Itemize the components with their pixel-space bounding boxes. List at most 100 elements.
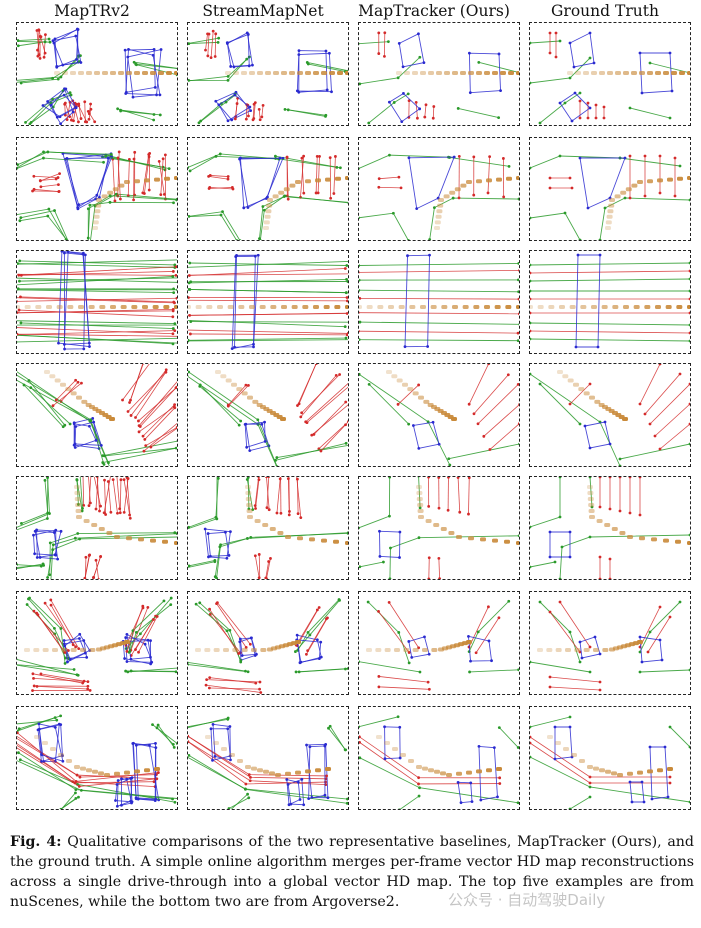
boundary-line <box>112 479 118 514</box>
vehicle-trajectory-marker <box>54 71 60 75</box>
divider-line-vertex <box>247 507 251 511</box>
boundary-line <box>56 379 76 401</box>
divider-line-vertex <box>359 565 362 569</box>
pedestrian-crossing-vertex <box>238 637 242 641</box>
divider-line-vertex <box>392 101 396 104</box>
divider-line-vertex <box>530 660 532 664</box>
boundary-line-vertex <box>49 598 53 602</box>
boundary-line-vertex <box>102 511 106 515</box>
vehicle-trajectory-marker <box>516 541 519 545</box>
divider-line <box>539 601 581 663</box>
boundary-line <box>72 100 79 123</box>
vehicle-trajectory-marker <box>486 768 492 773</box>
divider-line-vertex <box>43 40 47 44</box>
pedestrian-crossing-vertex <box>628 780 632 784</box>
divider-line-vertex <box>216 477 220 480</box>
vehicle-trajectory-marker <box>106 531 113 535</box>
boundary-line-vertex <box>249 775 252 779</box>
divider-line-vertex <box>386 40 390 44</box>
boundary-line-vertex <box>87 504 91 508</box>
vehicle-trajectory-marker <box>138 537 144 542</box>
divider-line-vertex <box>17 163 20 167</box>
boundary-line-vertex <box>643 194 647 198</box>
vector-map-drawing <box>188 598 348 694</box>
map-panel-maptrv2-row-2 <box>16 137 178 241</box>
divider-line <box>21 480 49 524</box>
boundary-line <box>32 673 83 684</box>
map-panel-streammapnet-row-2 <box>187 137 349 241</box>
vehicle-trajectory-marker <box>281 305 287 309</box>
pedestrian-crossing-vertex <box>598 253 602 257</box>
pedestrian-crossing-vertex <box>568 41 572 45</box>
pedestrian-crossing-vertex <box>558 101 562 105</box>
divider-line <box>359 716 399 728</box>
divider-line <box>216 532 348 579</box>
vehicle-trajectory-marker <box>266 203 273 208</box>
divider-line-vertex <box>628 106 632 110</box>
divider-line <box>295 600 340 652</box>
map-panel-maptracker-row-3 <box>358 250 520 354</box>
boundary-line-vertex <box>86 684 90 688</box>
divider-line-vertex <box>235 239 239 240</box>
vehicle-trajectory-marker <box>494 305 501 309</box>
pedestrian-crossing-vertex <box>578 156 582 160</box>
pedestrian-crossing-vertex <box>256 253 260 257</box>
vehicle-trajectory-marker <box>221 747 227 751</box>
vehicle-trajectory-marker <box>617 773 623 777</box>
vehicle-trajectory-marker <box>233 71 239 75</box>
vehicle-trajectory-marker <box>605 220 612 225</box>
vehicle-trajectory-marker <box>366 648 372 652</box>
divider-line <box>17 664 78 676</box>
vehicle-trajectory-marker <box>295 180 301 184</box>
boundary-line-vertex <box>396 402 400 406</box>
vehicle-trajectory-marker <box>33 648 40 652</box>
divider-line-vertex <box>688 800 690 804</box>
boundary-line <box>255 479 260 509</box>
divider-line <box>17 719 57 725</box>
vehicle-trajectory-marker <box>443 194 450 199</box>
divider-line-vertex <box>688 261 690 265</box>
boundary-line <box>318 421 348 450</box>
boundary-line-vertex <box>424 103 428 107</box>
boundary-line <box>139 387 177 427</box>
boundary-line <box>104 480 107 515</box>
vehicle-trajectory-marker <box>530 305 533 309</box>
boundary-line-vertex <box>628 196 632 200</box>
pedestrian-crossing-vertex <box>74 106 78 110</box>
boundary-line-vertex <box>32 609 36 613</box>
divider-line-vertex <box>59 807 63 809</box>
boundary-line-vertex <box>467 512 470 516</box>
vehicle-trajectory-marker <box>492 538 498 543</box>
divider-line <box>359 757 519 804</box>
vehicle-trajectory-marker <box>99 305 106 309</box>
boundary-line <box>130 607 149 651</box>
boundary-line <box>208 175 229 180</box>
boundary-line-vertex <box>252 117 256 120</box>
pedestrian-crossing-vertex <box>548 555 552 559</box>
vehicle-trajectory-marker <box>573 382 579 387</box>
pedestrian-crossing-vertex <box>124 636 128 639</box>
boundary-line-vertex <box>122 510 126 514</box>
divider-line-vertex <box>335 165 339 169</box>
boundary-line <box>82 477 85 506</box>
divider-line-vertex <box>328 724 332 728</box>
vehicle-trajectory-marker <box>456 771 462 776</box>
pedestrian-crossing-vertex <box>497 52 501 56</box>
boundary-line <box>549 611 581 653</box>
boundary-line-vertex <box>317 606 321 609</box>
divider-line-vertex <box>175 198 177 202</box>
vehicle-trajectory-marker <box>567 378 574 383</box>
boundary-line-vertex <box>49 603 53 607</box>
divider-line-vertex <box>17 727 21 731</box>
pedestrian-crossing-vertex <box>640 91 644 95</box>
boundary-line-vertex <box>377 31 381 35</box>
boundary-line-vertex <box>286 197 290 201</box>
divider-line <box>359 289 519 293</box>
pedestrian-crossing-vertex <box>383 757 387 761</box>
vehicle-trajectory-marker <box>375 648 382 652</box>
vehicle-trajectory-marker <box>333 539 339 544</box>
boundary-line-vertex <box>87 117 91 121</box>
divider-line-vertex <box>456 107 460 110</box>
divider-line-vertex <box>283 107 287 111</box>
vehicle-trajectory-marker <box>384 648 391 652</box>
